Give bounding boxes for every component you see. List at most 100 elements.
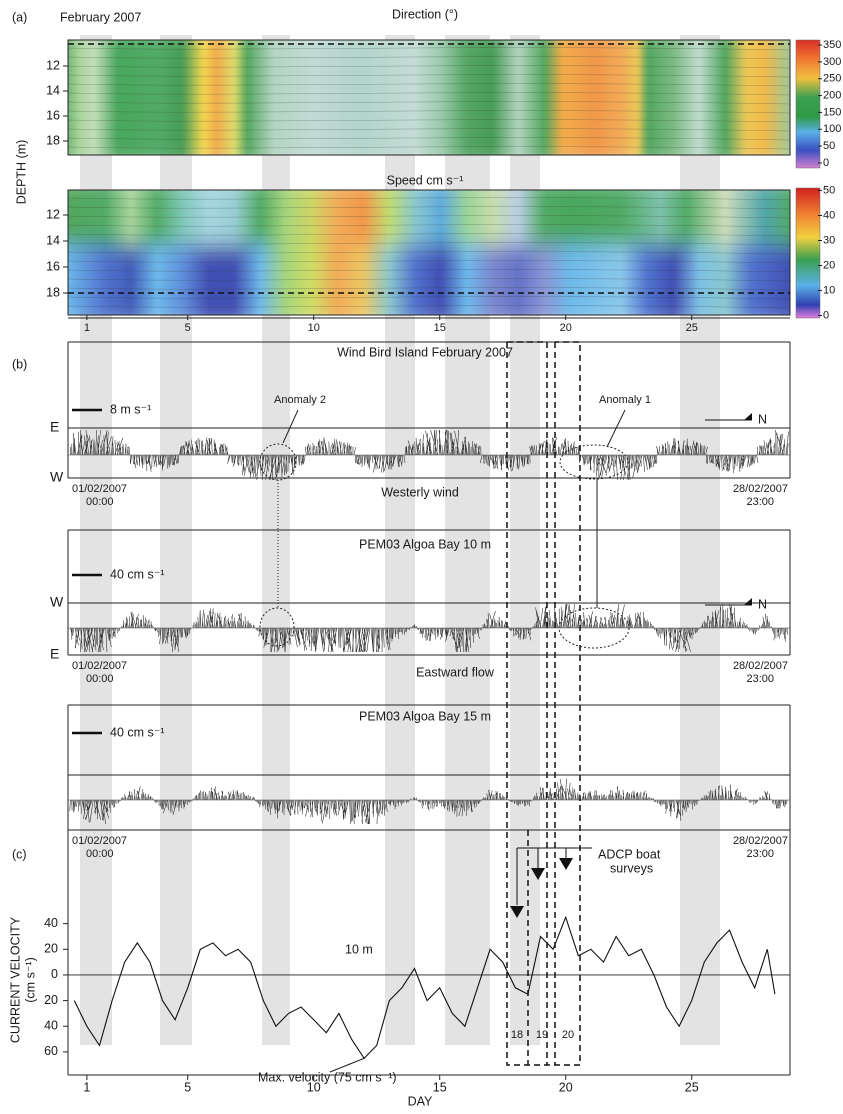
night-band [510, 35, 540, 1045]
y-tick-label: 0 [51, 967, 58, 981]
x-tick-label: 1 [84, 322, 90, 334]
contour-line [68, 305, 790, 309]
end-time: 23:00 [746, 496, 774, 508]
panel-label: (b) [12, 357, 27, 371]
y-tick-label: 16 [46, 259, 60, 273]
night-band [80, 35, 112, 1045]
contour-line [68, 83, 790, 87]
colorbar-tick-label: 350 [823, 39, 841, 51]
plot-title: Wind Bird Island February 2007 [337, 345, 513, 359]
colorbar [795, 39, 821, 169]
colorbar-tick-label: 250 [823, 73, 841, 85]
y-tick-label: 14 [46, 83, 60, 97]
anomaly-label: Anomaly 1 [599, 394, 651, 406]
x-tick-label: 1 [83, 1080, 90, 1094]
plot-title: PEM03 Algoa Bay 15 m [359, 709, 491, 723]
contour-line [68, 92, 790, 96]
y-tick-label: 14 [46, 233, 60, 247]
contour-line [68, 224, 790, 228]
y-tick-label: 16 [46, 108, 60, 122]
contour-line [68, 251, 790, 255]
end-date: 28/02/2007 [733, 835, 788, 847]
anomaly-ring [259, 607, 295, 647]
panel-label: (c) [12, 847, 27, 861]
x-tick-label: 20 [559, 1080, 573, 1094]
contour-line [68, 233, 790, 237]
colorbar-tick-label: 200 [823, 89, 841, 101]
x-tick-label: 15 [434, 322, 446, 334]
map-title: Speed cm s⁻¹ [387, 173, 464, 187]
end-date: 28/02/2007 [733, 660, 788, 672]
colorbar-tick-label: 50 [823, 140, 835, 152]
contour-field [68, 40, 790, 155]
haze [68, 40, 790, 155]
plot-title: PEM03 Algoa Bay 10 m [359, 537, 491, 551]
north-label: N [758, 412, 767, 426]
y-tick-label: 20 [44, 993, 58, 1007]
survey-arrow [531, 868, 545, 880]
start-date: 01/02/2007 [72, 483, 127, 495]
direction-label: W [50, 594, 64, 610]
y-tick-label: 20 [44, 942, 58, 956]
map-frame [67, 39, 791, 156]
contour-field [68, 190, 790, 315]
night-band [680, 35, 720, 1045]
north-head [744, 413, 752, 420]
contour-line [68, 47, 790, 51]
y-tick-label: 60 [44, 1044, 58, 1058]
x-tick-label: 10 [308, 322, 320, 334]
night-band [160, 35, 192, 1045]
colorbar-tick-label: 50 [823, 184, 835, 196]
field [68, 40, 790, 155]
annotation: surveys [610, 861, 653, 875]
annotation: Westerly wind [381, 485, 459, 499]
colorbar-tick-label: 40 [823, 209, 835, 221]
pointer [282, 409, 299, 444]
start-time: 00:00 [86, 673, 114, 685]
start-date: 01/02/2007 [72, 835, 127, 847]
annotation: ADCP boat [598, 847, 661, 861]
north-label: N [758, 597, 767, 611]
series-label: 10 m [345, 942, 373, 956]
pointer [606, 409, 626, 448]
contour-line [68, 128, 790, 132]
direction-label: E [50, 419, 59, 435]
contour-line [68, 101, 790, 105]
contour-line [68, 296, 790, 300]
contour-line [68, 110, 790, 114]
y-tick-label: 40 [44, 1019, 58, 1033]
colorbar-tick-label: 30 [823, 234, 835, 246]
start-time: 00:00 [86, 496, 114, 508]
survey-arrow [510, 906, 524, 918]
month-label: February 2007 [60, 10, 141, 24]
contour-line [68, 242, 790, 246]
contour-line [68, 260, 790, 264]
scale-label: 40 cm s⁻¹ [110, 725, 165, 739]
night-band [262, 35, 290, 1045]
contour-line [68, 56, 790, 60]
contour-line [68, 269, 790, 273]
direction-label: E [50, 646, 59, 662]
y-tick-label: 40 [44, 916, 58, 930]
end-time: 23:00 [746, 848, 774, 860]
colorbar-tick-label: 150 [823, 106, 841, 118]
vector-sticks [69, 778, 788, 825]
x-tick-label: 15 [433, 1080, 447, 1094]
y-tick-label: 12 [46, 58, 60, 72]
contour-line [68, 65, 790, 69]
start-date: 01/02/2007 [72, 660, 127, 672]
x-tick-label: 20 [560, 322, 572, 334]
y-tick-label: 18 [46, 285, 60, 299]
x-tick-label: 25 [686, 322, 698, 334]
y-tick-label: 18 [46, 133, 60, 147]
contour-line [68, 215, 790, 219]
anomaly-label: Anomaly 2 [274, 394, 326, 406]
y-axis-title: (cm s⁻¹) [23, 957, 37, 1002]
colorbar-tick-label: 10 [823, 284, 835, 296]
colorbar-tick-label: 300 [823, 56, 841, 68]
x-tick-label: 5 [185, 322, 191, 334]
contour-line [68, 137, 790, 141]
x-tick-label: 25 [685, 1080, 699, 1094]
